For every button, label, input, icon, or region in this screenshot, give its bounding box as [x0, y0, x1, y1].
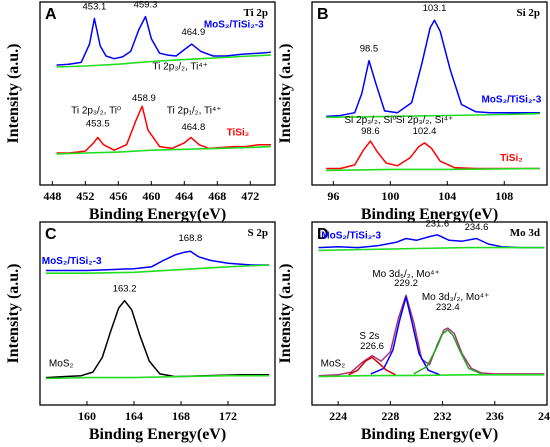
- plot-frame: [39, 221, 276, 406]
- panel-letter: B: [317, 6, 329, 23]
- x-axis-label: Binding Energy(eV): [361, 206, 498, 223]
- x-tick-label: 168: [172, 409, 190, 423]
- series-line-data-0: [56, 15, 271, 66]
- annotation-label: 98.6: [361, 126, 380, 137]
- x-tick-label: 448: [43, 189, 61, 203]
- panel-d: 224 228 232 236 240 Binding Energy(eV) Intensi…: [277, 219, 550, 443]
- x-tick-label: 108: [495, 189, 513, 203]
- annotation-label: 98.5: [360, 43, 379, 54]
- panel-title: S 2p: [248, 227, 269, 239]
- x-axis-label: Binding Energy(eV): [89, 426, 226, 443]
- annotation-label: 102.4: [413, 126, 437, 137]
- x-tick-label: 160: [78, 409, 96, 423]
- x-tick-label: 164: [125, 409, 143, 423]
- plot-frame: [311, 1, 548, 186]
- annotation-label: MoS₂/TiSi₂-3: [204, 20, 264, 31]
- annotation-label: 453.5: [86, 118, 110, 129]
- x-tick-label: 232: [434, 409, 452, 423]
- x-tick-label: 472: [241, 189, 259, 203]
- annotation-label: 226.6: [360, 341, 384, 352]
- series-line-baseline-1: [56, 54, 271, 68]
- annotation-label: MoS₂/TiSi₂-3: [481, 95, 541, 106]
- plot-frame: [39, 1, 276, 186]
- series-line-data-2: [56, 105, 271, 154]
- annotation-label: Ti 2p₃/₂, Ti⁴⁺: [152, 62, 208, 73]
- x-tick-label: 104: [438, 189, 456, 203]
- annotation-label: Ti 2p₁/₂, Ti⁴⁺: [167, 106, 222, 117]
- x-tick-label: 228: [381, 409, 399, 423]
- series-line-data-2: [318, 294, 545, 377]
- y-axis-label: Intensity (a.u.): [5, 263, 22, 363]
- x-tick-label: 460: [142, 189, 160, 203]
- series-line-data-3: [370, 296, 441, 376]
- x-tick-label: 240: [538, 409, 550, 423]
- annotation-label: 163.2: [113, 284, 137, 295]
- x-tick-label: 172: [219, 409, 237, 423]
- y-axis-label: Intensity (a.u.): [5, 43, 22, 143]
- series-line-data-4: [413, 329, 482, 375]
- x-tick-label: 224: [329, 409, 347, 423]
- series-line-baseline-1: [318, 246, 545, 252]
- annotation-label: 229.2: [394, 278, 418, 289]
- x-axis-label: Binding Energy(eV): [89, 206, 226, 223]
- series-line-baseline-3: [45, 374, 270, 380]
- x-tick-label: 468: [208, 189, 226, 203]
- annotation-label: TiSi₂: [500, 153, 523, 164]
- panel-c: 160 164 168 172 Binding Energy(eV) Intensity …: [5, 221, 276, 443]
- annotation-label: Mo 3d₃/₂, Mo⁴⁺: [422, 292, 490, 303]
- annotation-label: 234.6: [465, 222, 489, 233]
- x-axis-label: Binding Energy(eV): [361, 426, 498, 443]
- y-axis-label: Intensity (a.u.): [277, 43, 294, 143]
- annotation-label: 168.8: [179, 233, 203, 244]
- annotation-label: 232.4: [436, 302, 460, 313]
- series-line-data-0: [318, 234, 545, 249]
- series-line-baseline-3: [326, 167, 540, 172]
- panel-letter: D: [317, 226, 329, 243]
- annotation-label: MoS₂: [49, 359, 74, 370]
- annotation-label: MoS₂: [321, 359, 346, 370]
- series-line-baseline-1: [45, 264, 270, 275]
- annotation-label: 453.1: [83, 1, 107, 12]
- panel-letter: A: [45, 6, 57, 23]
- x-tick-label: 96: [327, 189, 339, 203]
- annotation-label: 459.3: [134, 0, 158, 10]
- y-axis-label: Intensity (a.u.): [277, 263, 294, 363]
- series-line-baseline-3: [56, 145, 271, 155]
- annotation-label: Mo 3d₅/₂, Mo⁴⁺: [372, 269, 440, 280]
- annotation-label: 231.6: [425, 219, 449, 230]
- annotation-label: 464.9: [181, 27, 205, 38]
- panel-title: Si 2p: [516, 7, 540, 19]
- series-line-data-2: [45, 299, 270, 379]
- x-tick-label: 456: [109, 189, 127, 203]
- series-line-data-0: [326, 19, 540, 118]
- series-line-data-5: [348, 356, 396, 376]
- series-line-data-2: [326, 140, 540, 170]
- annotation-label: Ti 2p₃/₂, Ti⁰: [71, 106, 121, 117]
- x-tick-label: 100: [381, 189, 399, 203]
- annotation-label: 458.9: [132, 93, 156, 104]
- annotation-label: Si 2p₃/₂, Si⁴⁺: [396, 115, 454, 126]
- panel-letter: C: [45, 226, 57, 243]
- panel-title: Mo 3d: [510, 227, 540, 239]
- panel-b: 96 100 104 108 Binding Energy(eV) Intensity (…: [277, 1, 548, 223]
- annotation-label: TiSi₂: [227, 128, 250, 139]
- annotation-label: S 2s: [359, 331, 379, 342]
- series-line-baseline-6: [318, 373, 545, 378]
- x-tick-label: 464: [175, 189, 193, 203]
- x-tick-label: 236: [486, 409, 504, 423]
- annotation-label: 464.8: [181, 122, 205, 133]
- annotation-label: MoS₂/TiSi₂-3: [42, 256, 102, 267]
- annotation-label: MoS₂/TiSi₂-3: [321, 230, 381, 241]
- panel-a: 448 452 456 460 464 468 472 Binding Energy(eV) I…: [5, 0, 276, 223]
- x-tick-label: 452: [76, 189, 94, 203]
- series-line-data-0: [45, 250, 270, 272]
- annotation-label: Si 2p₃/₂, Si⁰: [344, 115, 396, 126]
- plot-frame: [311, 221, 548, 406]
- annotation-label: 103.1: [423, 3, 447, 14]
- series-line-baseline-1: [326, 112, 540, 119]
- panel-title: Ti 2p: [243, 7, 268, 19]
